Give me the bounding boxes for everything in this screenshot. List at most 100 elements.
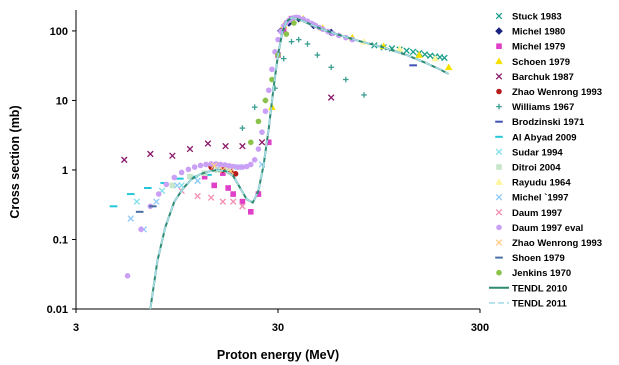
marker-stroke: [495, 73, 503, 80]
legend-swatch: [495, 178, 503, 185]
data-point: [229, 198, 237, 205]
marker-stroke: [222, 142, 229, 150]
legend-entry: Shoen 1979: [495, 253, 565, 264]
data-point: [247, 139, 254, 146]
data-point: [230, 163, 236, 170]
legend-label: Schoen 1979: [512, 57, 570, 68]
data-point: [361, 92, 367, 98]
data-point: [194, 192, 201, 200]
data-point: [327, 94, 335, 101]
data-point: [291, 20, 297, 26]
data-point: [133, 198, 141, 205]
legend-swatch: [496, 164, 502, 170]
marker-stroke: [169, 152, 176, 160]
legend-entry: Stuck 1983: [495, 12, 562, 23]
data-point: [421, 51, 429, 58]
data-point: [173, 182, 181, 189]
series-19: [149, 16, 450, 310]
marker-stroke: [219, 198, 227, 205]
data-point: [295, 36, 302, 43]
legend-swatch: [495, 193, 503, 201]
legend-swatch: [496, 43, 502, 49]
data-point: [239, 125, 246, 131]
marker-stroke: [441, 54, 448, 62]
legend-label: Al Abyad 2009: [512, 132, 577, 143]
data-point: [343, 76, 349, 83]
data-point: [225, 185, 231, 191]
data-point: [239, 203, 246, 210]
data-point: [251, 104, 258, 110]
data-point: [255, 146, 262, 152]
legend-swatch: [496, 88, 502, 95]
legend-entry: Brodzinski 1971: [495, 117, 585, 128]
data-point: [403, 47, 410, 54]
marker-stroke: [210, 162, 218, 170]
data-point: [147, 150, 154, 158]
data-point: [124, 273, 131, 279]
data-point: [251, 157, 258, 163]
data-point: [127, 215, 135, 222]
x-tick-label: 30: [272, 322, 284, 334]
data-point: [239, 142, 246, 150]
legend-swatch: [495, 209, 503, 216]
data-point: [262, 108, 269, 115]
marker-stroke: [133, 198, 141, 205]
y-tick-label: 10: [56, 95, 68, 107]
data-point: [191, 164, 198, 170]
marker-stroke: [495, 148, 503, 156]
data-point: [185, 166, 192, 173]
data-point: [169, 182, 176, 189]
legend-label: Zhao Wenrong 1993: [512, 238, 602, 249]
data-point: [207, 194, 215, 201]
legend-entry: Williams 1967: [496, 102, 574, 113]
data-point: [247, 209, 254, 215]
data-point: [239, 164, 246, 170]
y-tick-label: 0.01: [47, 304, 68, 316]
legend-swatch: [496, 269, 502, 276]
legend: Stuck 1983 Michel 1980 Michel 1979 Schoen 1…: [489, 12, 602, 309]
legend-label: Daum 1997: [512, 208, 562, 219]
marker-stroke: [426, 52, 434, 59]
legend-swatch: [495, 12, 503, 20]
data-point: [232, 171, 239, 177]
legend-entry: Al Abyad 2009: [495, 132, 577, 143]
marker-stroke: [495, 239, 503, 246]
data-point: [280, 55, 287, 62]
data-point: [409, 48, 417, 56]
series-line: [149, 16, 450, 310]
marker-stroke: [239, 142, 246, 150]
legend-swatch: [496, 103, 502, 110]
data-point: [269, 66, 275, 73]
legend-label: Williams 1967: [512, 102, 574, 113]
legend-label: TENDL 2011: [512, 298, 567, 309]
legend-label: Jenkins 1970: [512, 268, 571, 279]
legend-entry: Schoen 1979: [495, 57, 570, 68]
plot-area: 3 30 300 0.01 0.1 1 10 100: [47, 10, 489, 334]
data-point: [201, 173, 208, 180]
legend-label: Rayudu 1964: [512, 178, 571, 189]
data-point: [211, 182, 218, 189]
data-point: [441, 54, 448, 62]
data-point: [426, 52, 434, 59]
marker-stroke: [120, 156, 128, 164]
legend-entry: Zhao Wenrong 1993: [495, 238, 602, 249]
legend-entry: Michel 1979: [496, 42, 565, 53]
legend-swatch: [495, 148, 503, 156]
data-point: [314, 52, 321, 58]
series-17: [247, 20, 297, 146]
marker-stroke: [186, 145, 194, 153]
legend-entry: Ditroi 2004: [496, 163, 561, 174]
data-point: [204, 140, 212, 147]
legend-entry: Michel `1997: [495, 193, 569, 204]
data-point: [255, 191, 262, 197]
data-point: [265, 139, 272, 146]
marker-stroke: [204, 140, 212, 147]
legend-label: Stuck 1983: [512, 12, 562, 23]
data-point: [247, 161, 254, 168]
data-point: [222, 162, 228, 168]
marker-stroke: [421, 51, 429, 58]
legend-swatch: [495, 57, 503, 65]
data-point: [395, 45, 404, 52]
legend-label: Brodzinski 1971: [512, 117, 585, 128]
